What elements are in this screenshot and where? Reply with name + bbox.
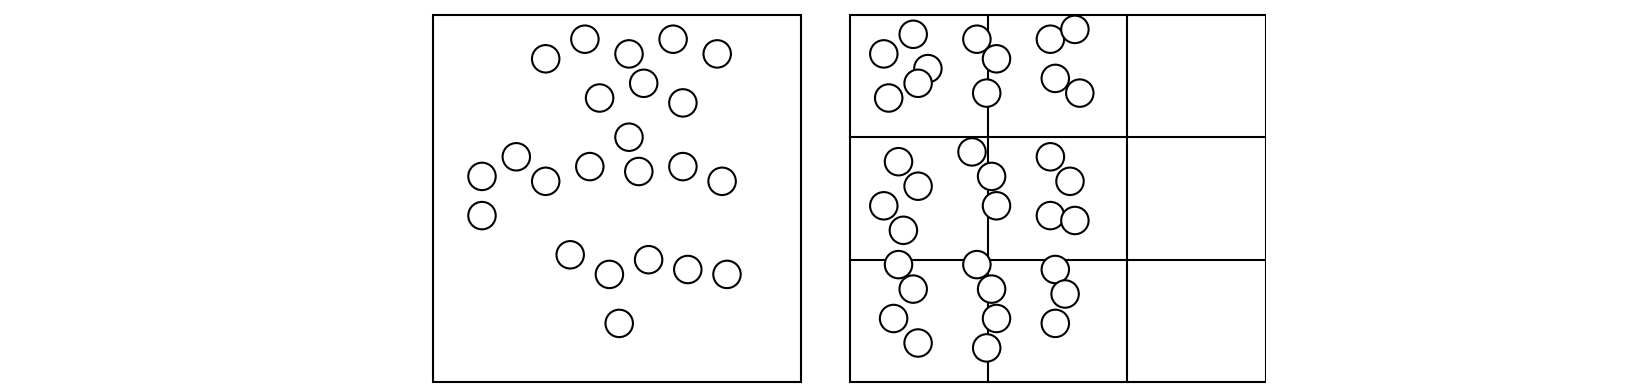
Circle shape [586,84,614,112]
Circle shape [1036,25,1064,53]
Circle shape [675,256,701,283]
Circle shape [531,45,559,73]
Circle shape [870,192,898,220]
Circle shape [606,310,634,337]
Circle shape [670,153,696,180]
Circle shape [904,69,932,97]
Circle shape [904,329,932,357]
Circle shape [503,143,530,171]
Circle shape [879,305,908,332]
Circle shape [630,69,657,97]
Circle shape [703,40,731,68]
Circle shape [964,25,990,53]
Circle shape [1036,202,1064,229]
Circle shape [983,192,1010,220]
Circle shape [983,45,1010,73]
Circle shape [884,148,912,176]
Circle shape [596,261,624,288]
Circle shape [713,261,741,288]
Circle shape [576,153,604,180]
Circle shape [556,241,584,269]
Circle shape [964,251,990,278]
Circle shape [974,79,1000,107]
Circle shape [899,275,927,303]
Circle shape [469,202,495,229]
Circle shape [978,163,1005,190]
Circle shape [469,163,495,190]
Circle shape [615,123,644,151]
Circle shape [531,168,559,195]
Circle shape [959,138,985,166]
Circle shape [670,89,696,117]
Circle shape [870,40,898,68]
Circle shape [983,305,1010,332]
Circle shape [978,275,1005,303]
Circle shape [615,40,644,68]
Circle shape [974,334,1000,361]
Circle shape [708,168,736,195]
Circle shape [635,246,662,274]
Circle shape [1041,310,1069,337]
Circle shape [571,25,599,53]
Circle shape [1056,168,1084,195]
Circle shape [874,84,903,112]
Circle shape [1051,280,1079,308]
Circle shape [660,25,686,53]
Bar [850,15,1266,382]
Circle shape [889,216,917,244]
Circle shape [884,251,912,278]
Circle shape [904,172,932,200]
Circle shape [625,158,652,185]
Bar [432,15,800,382]
Circle shape [1061,207,1089,234]
Circle shape [1066,79,1094,107]
Circle shape [1041,65,1069,92]
Circle shape [914,55,942,82]
Circle shape [1041,256,1069,283]
Circle shape [1061,16,1089,43]
Circle shape [1036,143,1064,171]
Circle shape [899,20,927,48]
